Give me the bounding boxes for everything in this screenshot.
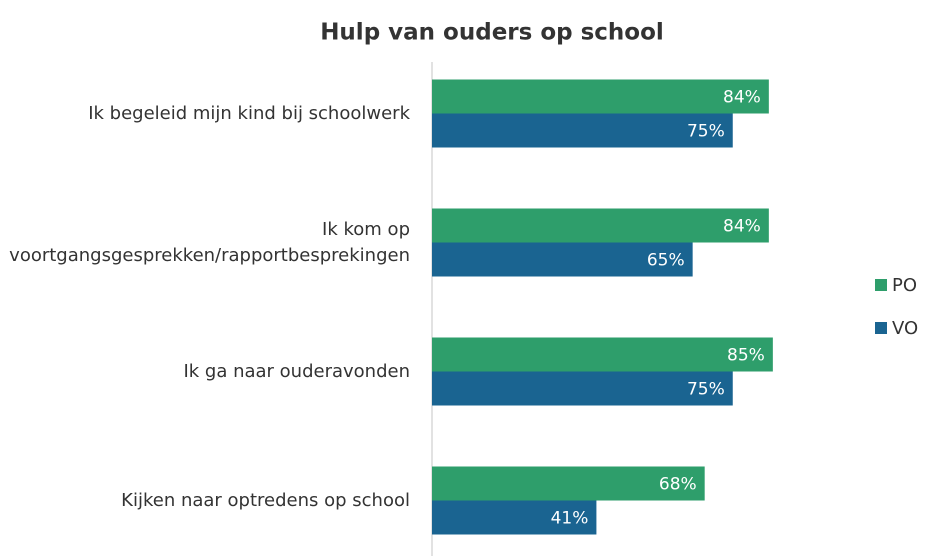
legend-swatch bbox=[875, 279, 887, 291]
category-label: Ik begeleid mijn kind bij schoolwerk bbox=[88, 102, 410, 124]
value-label: 85% bbox=[727, 346, 765, 366]
value-label: 65% bbox=[647, 251, 685, 271]
bar bbox=[432, 500, 597, 535]
category-label: Ik kom op voortgangsgesprekken/rapportbe… bbox=[9, 218, 410, 266]
bar bbox=[432, 208, 769, 243]
category-label: Kijken naar optredens op school bbox=[121, 489, 410, 511]
category-label: Ik ga naar ouderavonden bbox=[183, 360, 410, 382]
legend-label: VO bbox=[892, 318, 918, 339]
bar bbox=[432, 79, 769, 114]
bar bbox=[432, 337, 773, 372]
bar bbox=[432, 371, 733, 406]
bar bbox=[432, 242, 693, 277]
value-label: 84% bbox=[723, 217, 761, 237]
value-label: 84% bbox=[723, 88, 761, 108]
chart-title: Hulp van ouders op school bbox=[320, 20, 664, 46]
legend-swatch bbox=[875, 322, 887, 334]
value-label: 41% bbox=[551, 509, 589, 529]
bar bbox=[432, 466, 705, 501]
value-label: 68% bbox=[659, 475, 697, 495]
legend-label: PO bbox=[892, 275, 917, 296]
value-label: 75% bbox=[687, 380, 725, 400]
value-label: 75% bbox=[687, 122, 725, 142]
bar bbox=[432, 113, 733, 148]
